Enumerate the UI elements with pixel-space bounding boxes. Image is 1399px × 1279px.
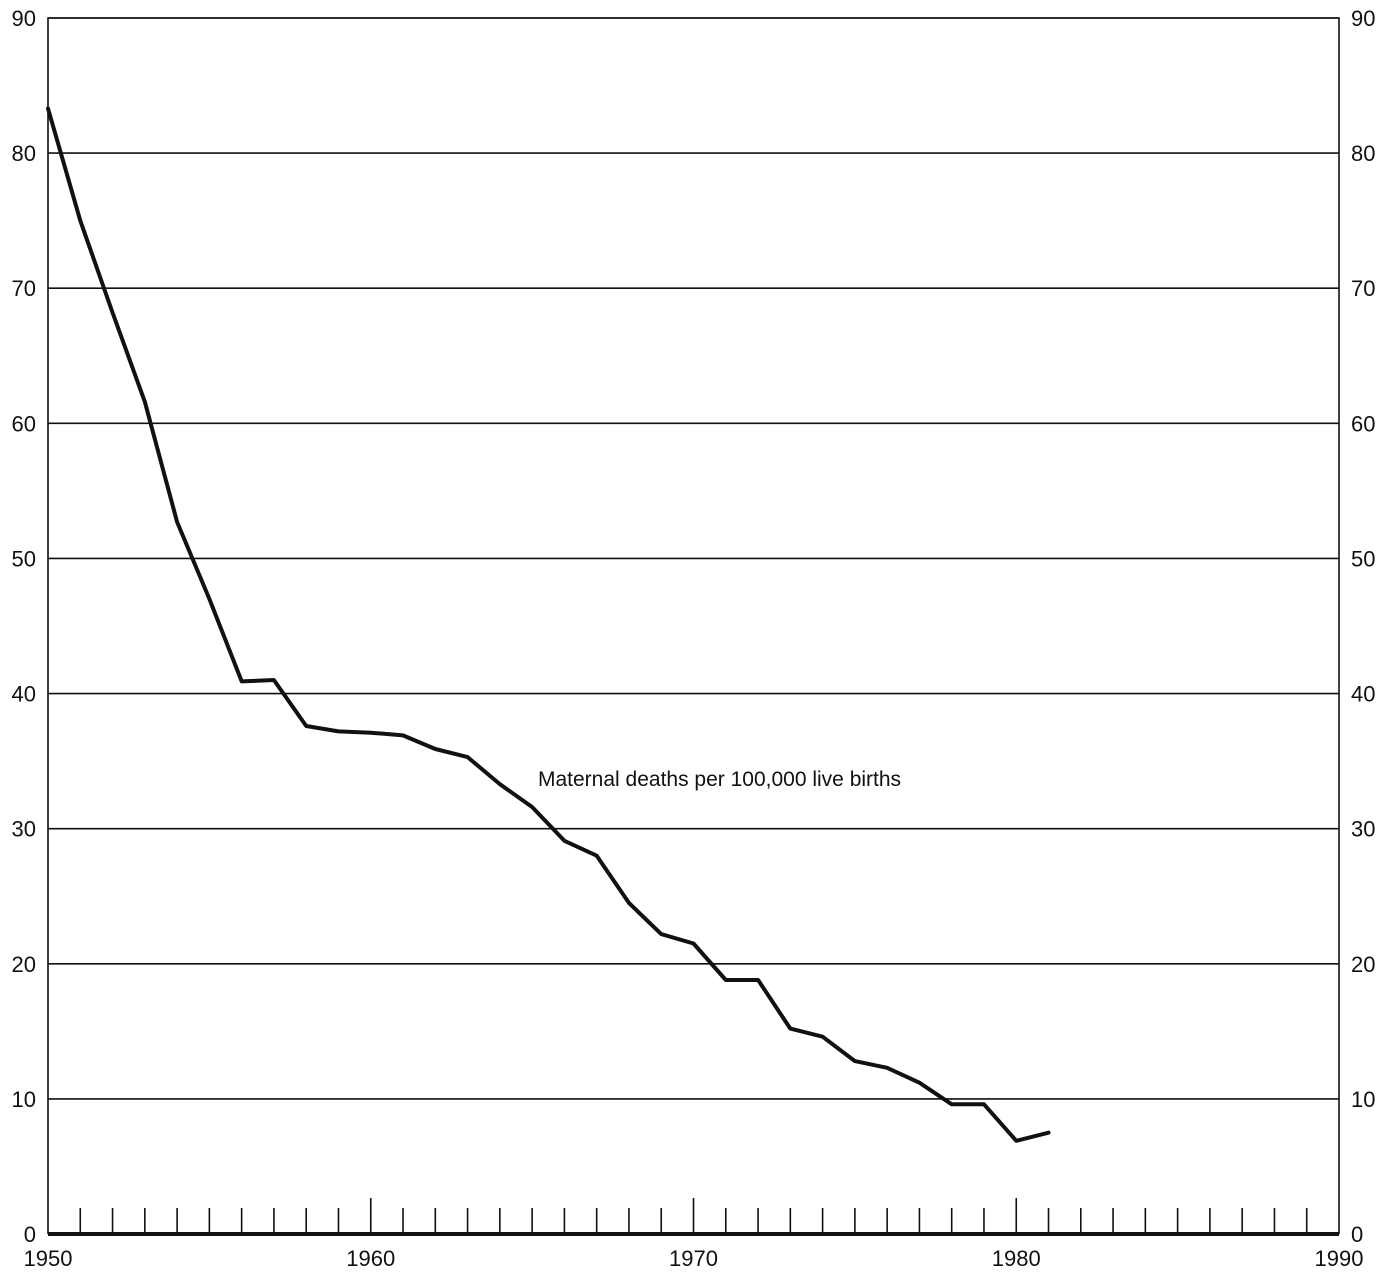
y-tick-label-right-10: 10 [1351,1087,1375,1112]
x-tick-label-1980: 1980 [992,1246,1041,1271]
y-tick-label-left-90: 90 [12,6,36,31]
series-layer [46,106,1051,1143]
y-tick-label-left-40: 40 [12,682,36,707]
y-tick-label-left-70: 70 [12,276,36,301]
y-tick-label-left-50: 50 [12,546,36,571]
y-tick-label-right-40: 40 [1351,682,1375,707]
grid-lines [48,17,1339,1100]
x-tick-label-1990: 1990 [1315,1246,1364,1271]
y-tick-label-right-20: 20 [1351,952,1375,977]
y-tick-label-left-0: 0 [24,1222,36,1247]
x-minor-ticks [79,1198,1308,1234]
plot-border [47,17,1340,1234]
y-tick-label-left-60: 60 [12,411,36,436]
y-tick-label-right-50: 50 [1351,546,1375,571]
y-tick-label-right-70: 70 [1351,276,1375,301]
series-line-0 [46,106,1051,1143]
y-tick-label-right-80: 80 [1351,141,1375,166]
x-tick-label-1960: 1960 [346,1246,395,1271]
y-tick-label-right-30: 30 [1351,817,1375,842]
tick-labels: 0 0 10 10 20 20 30 30 40 40 50 50 60 60 70 70 80 80 90 90 19… [12,6,1376,1271]
y-tick-label-left-80: 80 [12,141,36,166]
series-annotation: Maternal deaths per 100,000 live births [538,768,901,791]
y-tick-label-left-30: 30 [12,817,36,842]
y-tick-label-right-0: 0 [1351,1222,1363,1247]
y-tick-label-right-90: 90 [1351,6,1375,31]
y-tick-label-left-10: 10 [12,1087,36,1112]
x-tick-label-1950: 1950 [24,1246,73,1271]
plot-frame [47,17,1340,1236]
y-tick-label-left-20: 20 [12,952,36,977]
x-tick-label-1970: 1970 [669,1246,718,1271]
y-tick-label-right-60: 60 [1351,411,1375,436]
